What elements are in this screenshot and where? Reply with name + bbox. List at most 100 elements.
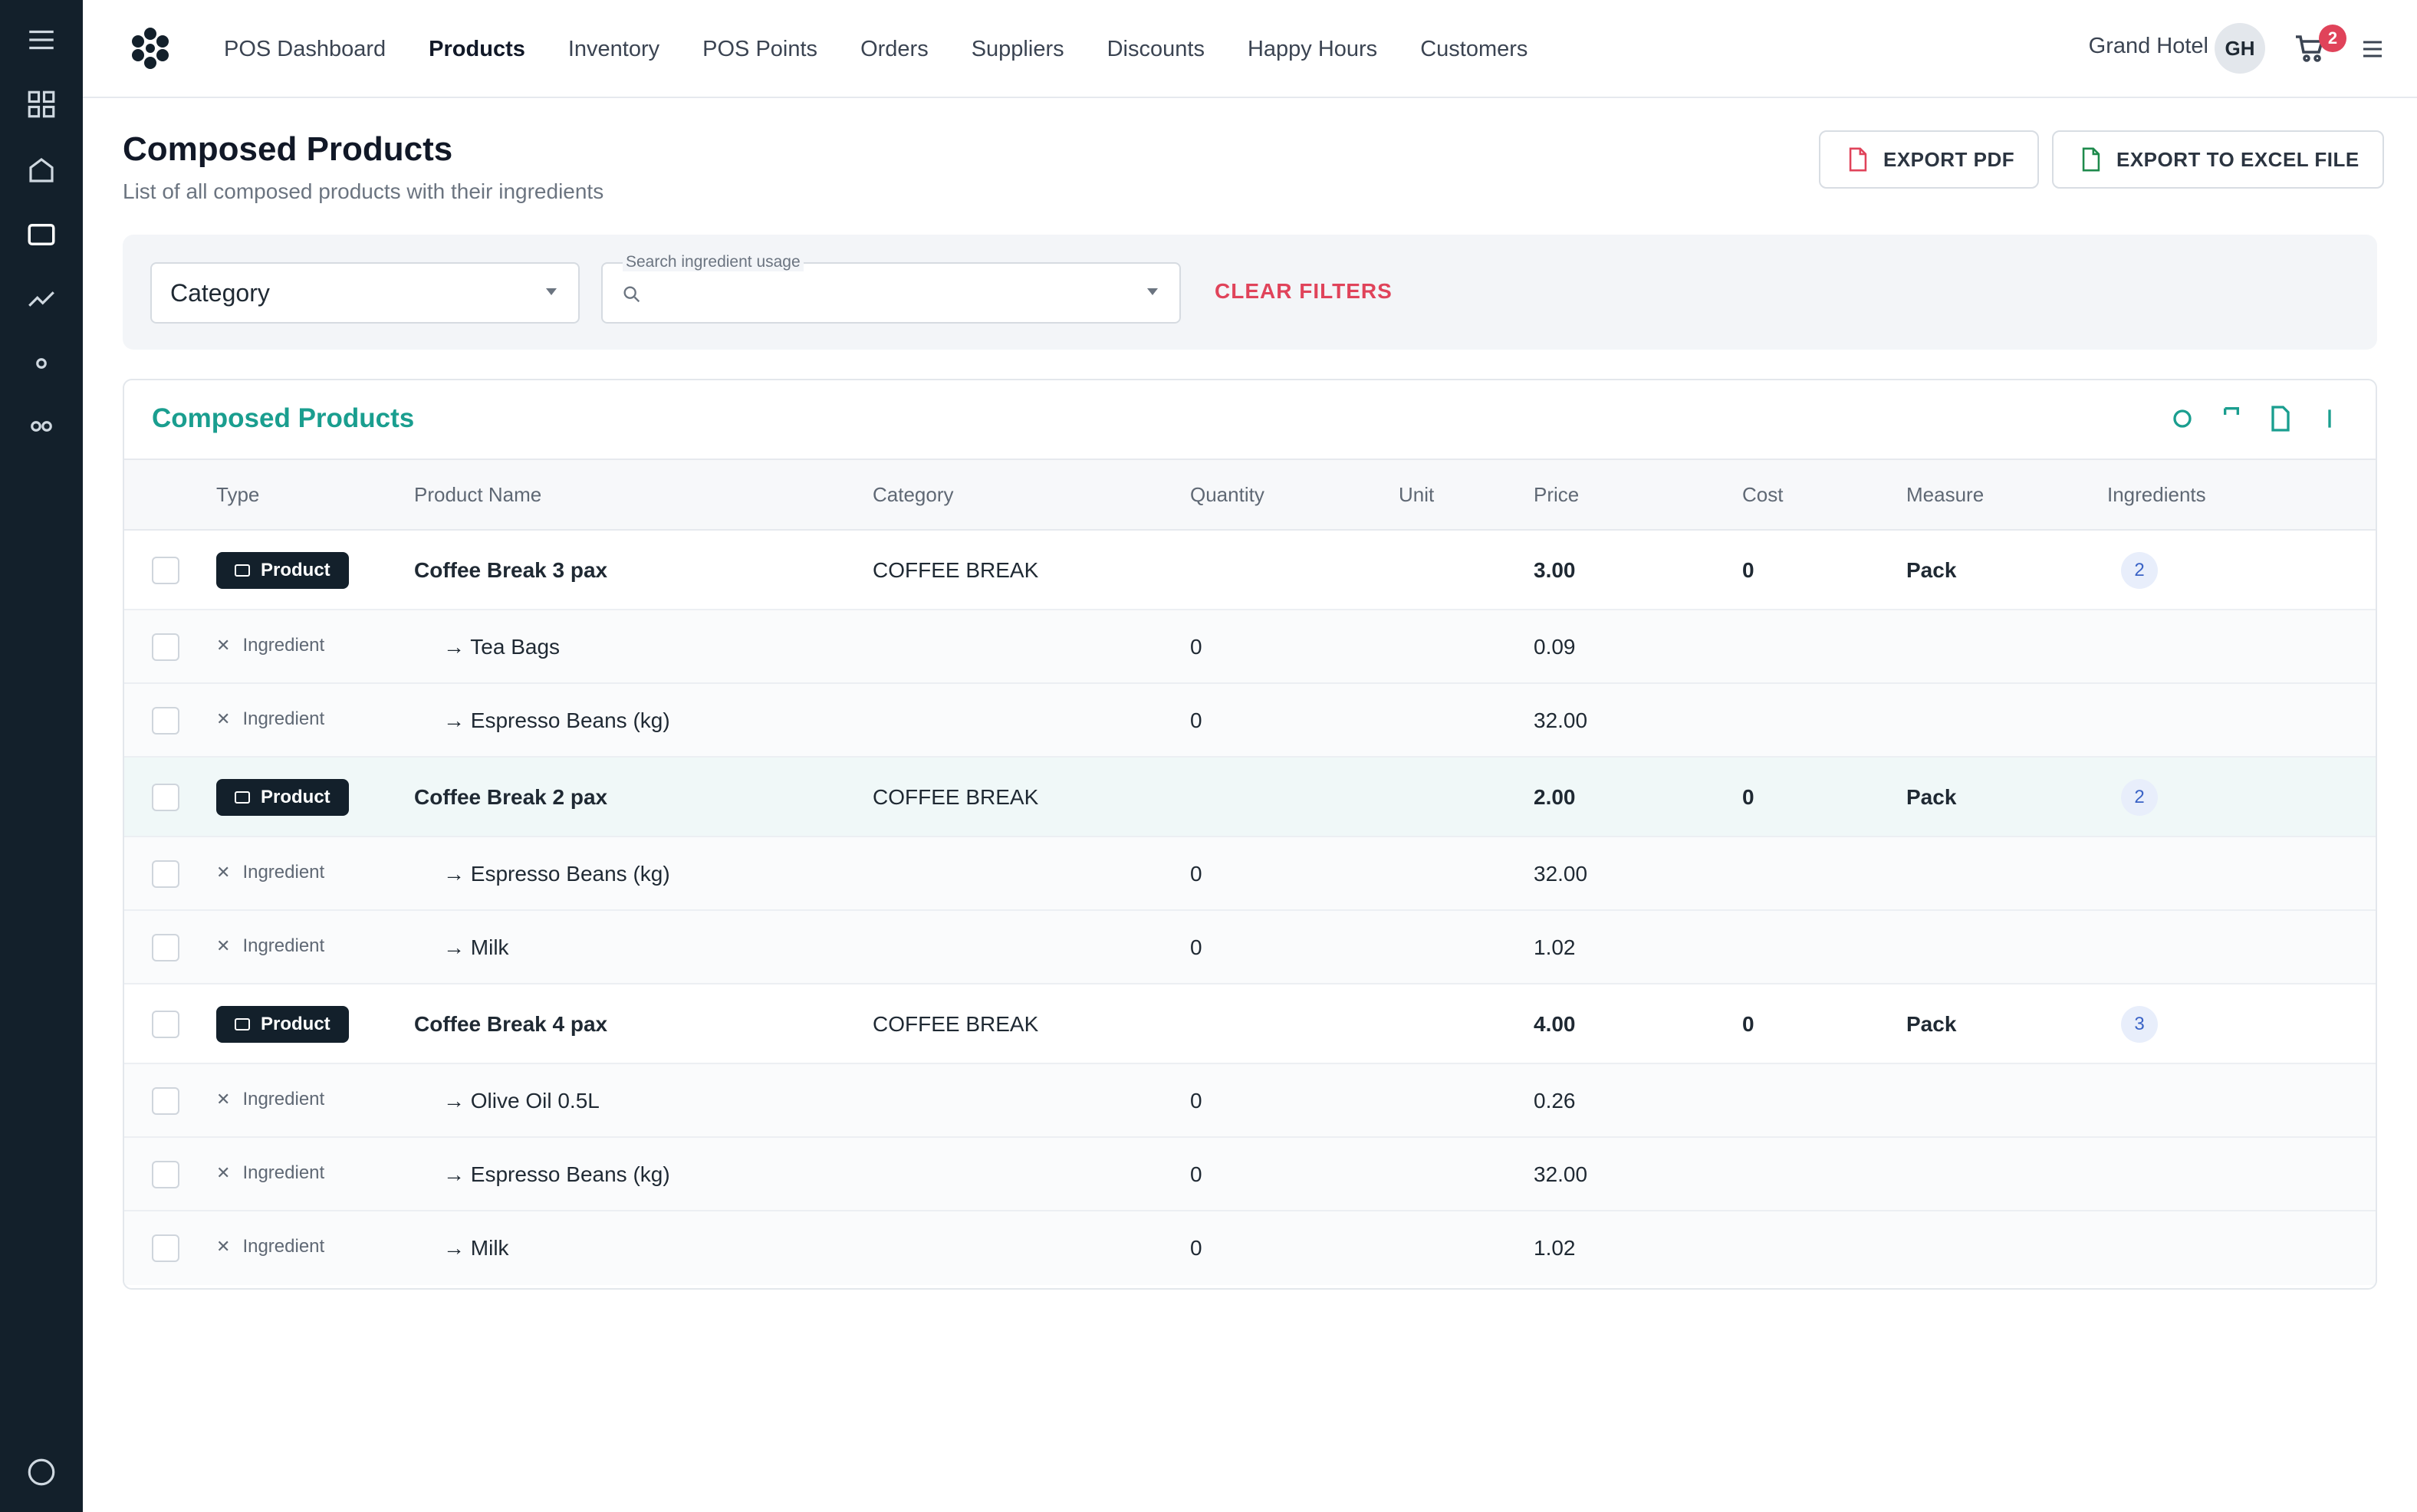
chart-icon[interactable]: [0, 278, 83, 320]
product-name: Coffee Break 3 pax: [414, 558, 608, 582]
products-icon[interactable]: [0, 213, 83, 256]
ingredient-name: → Milk: [443, 935, 509, 959]
bookmark-icon[interactable]: [2216, 403, 2247, 434]
column-header-category[interactable]: Category: [873, 483, 954, 506]
row-checkbox[interactable]: [152, 860, 179, 888]
column-header-unit[interactable]: Unit: [1399, 483, 1435, 506]
table-row[interactable]: ✕ Ingredient → Milk 0 1.02: [124, 1211, 2376, 1285]
product-cost: 0: [1742, 558, 1754, 582]
column-header-ingredients[interactable]: Ingredients: [2107, 483, 2206, 506]
product-category: COFFEE BREAK: [873, 558, 1039, 582]
ingredients-count-badge[interactable]: 2: [2121, 779, 2158, 816]
column-header-quantity[interactable]: Quantity: [1190, 483, 1264, 506]
table-row[interactable]: ✕ Ingredient → Olive Oil 0.5L 0 0.26: [124, 1064, 2376, 1138]
nav-products[interactable]: Products: [429, 36, 525, 61]
main-nav: POS Dashboard Products Inventory POS Poi…: [224, 0, 1570, 98]
ingredient-name: → Olive Oil 0.5L: [443, 1089, 600, 1113]
cart-badge: 2: [2319, 25, 2346, 52]
logo-icon[interactable]: [126, 23, 175, 72]
row-checkbox[interactable]: [152, 784, 179, 811]
table-title: Composed Products: [152, 403, 415, 433]
menu-icon[interactable]: [0, 18, 83, 61]
table-tools: [2149, 403, 2345, 434]
nav-discounts[interactable]: Discounts: [1107, 36, 1205, 61]
product-category: COFFEE BREAK: [873, 1012, 1039, 1036]
column-header-cost[interactable]: Cost: [1742, 483, 1784, 506]
table-row[interactable]: Product Coffee Break 2 pax COFFEE BREAK …: [124, 758, 2376, 837]
page-subtitle: List of all composed products with their…: [123, 179, 604, 203]
row-checkbox[interactable]: [152, 1234, 179, 1262]
export-excel-button[interactable]: EXPORT TO EXCEL FILE: [2052, 130, 2384, 189]
page-title: Composed Products: [123, 130, 453, 168]
ingredient-price: 1.02: [1534, 1236, 1576, 1260]
table-row[interactable]: Product Coffee Break 4 pax COFFEE BREAK …: [124, 984, 2376, 1064]
ingredient-name: → Espresso Beans (kg): [443, 1162, 670, 1186]
grid-icon[interactable]: [0, 83, 83, 126]
row-checkbox[interactable]: [152, 633, 179, 661]
ingredient-quantity: 0: [1190, 708, 1202, 732]
nav-orders[interactable]: Orders: [860, 36, 929, 61]
column-header-product-name[interactable]: Product Name: [414, 483, 542, 506]
row-checkbox[interactable]: [152, 1011, 179, 1038]
type-badge-product: Product: [216, 1006, 349, 1043]
hamburger-icon[interactable]: [2359, 35, 2386, 63]
ingredient-quantity: 0: [1190, 1089, 1202, 1113]
column-header-price[interactable]: Price: [1534, 483, 1580, 506]
nav-happy-hours[interactable]: Happy Hours: [1247, 36, 1378, 61]
nav-suppliers[interactable]: Suppliers: [971, 36, 1064, 61]
row-checkbox[interactable]: [152, 934, 179, 961]
top-bar: POS Dashboard Products Inventory POS Poi…: [83, 0, 2417, 98]
table-row[interactable]: ✕ Ingredient → Espresso Beans (kg) 0 32.0…: [124, 684, 2376, 758]
composed-products-table: Composed Products Type Product Name Cate…: [123, 379, 2377, 1290]
type-ingredient: ✕ Ingredient: [216, 708, 325, 729]
type-ingredient: ✕ Ingredient: [216, 862, 325, 883]
table-row[interactable]: ✕ Ingredient → Tea Bags 0 0.09: [124, 610, 2376, 684]
ingredients-count-badge[interactable]: 2: [2121, 552, 2158, 589]
cart-icon[interactable]: [2291, 29, 2328, 66]
ingredient-price: 0.09: [1534, 635, 1576, 659]
type-ingredient: ✕ Ingredient: [216, 1236, 325, 1257]
filter-bar: Category Search ingredient usage CLEAR F…: [123, 235, 2377, 350]
product-price: 4.00: [1534, 1012, 1576, 1036]
link-icon[interactable]: [0, 405, 83, 448]
nav-inventory[interactable]: Inventory: [567, 36, 660, 61]
ingredient-search-input[interactable]: Search ingredient usage: [601, 253, 1181, 324]
close-icon: ✕: [216, 1090, 231, 1109]
export-pdf-button[interactable]: EXPORT PDF: [1819, 130, 2040, 189]
excel-file-icon: [2082, 147, 2100, 172]
avatar[interactable]: GH: [2215, 23, 2265, 74]
pdf-file-icon: [1849, 147, 1867, 172]
column-header-type[interactable]: Type: [216, 483, 260, 506]
row-checkbox[interactable]: [152, 557, 179, 584]
home-icon[interactable]: [0, 149, 83, 192]
ingredient-price: 32.00: [1534, 708, 1588, 732]
type-ingredient: ✕ Ingredient: [216, 1089, 325, 1109]
refresh-icon[interactable]: [2167, 403, 2198, 434]
row-checkbox[interactable]: [152, 1087, 179, 1115]
nav-pos-dashboard[interactable]: POS Dashboard: [224, 36, 386, 61]
file-icon[interactable]: [2265, 403, 2296, 434]
hotel-name[interactable]: Grand Hotel: [2088, 34, 2208, 58]
more-icon[interactable]: [2314, 403, 2345, 434]
table-row[interactable]: ✕ Ingredient → Espresso Beans (kg) 0 32.0…: [124, 1138, 2376, 1211]
row-checkbox[interactable]: [152, 1161, 179, 1188]
table-row[interactable]: ✕ Ingredient → Milk 0 1.02: [124, 911, 2376, 984]
ingredient-quantity: 0: [1190, 1236, 1202, 1260]
type-ingredient: ✕ Ingredient: [216, 935, 325, 956]
export-excel-label: EXPORT TO EXCEL FILE: [2116, 147, 2359, 171]
ingredients-count-badge[interactable]: 3: [2121, 1006, 2158, 1043]
dot-icon[interactable]: [0, 342, 83, 385]
nav-customers[interactable]: Customers: [1420, 36, 1528, 61]
clear-filters-button[interactable]: CLEAR FILTERS: [1215, 279, 1393, 303]
category-select[interactable]: Category: [150, 262, 580, 324]
table-row[interactable]: ✕ Ingredient → Espresso Beans (kg) 0 32.0…: [124, 837, 2376, 911]
product-measure: Pack: [1906, 785, 1957, 809]
ingredient-price: 32.00: [1534, 1162, 1588, 1186]
category-select-value: Category: [170, 279, 270, 307]
column-header-measure[interactable]: Measure: [1906, 483, 1985, 506]
row-checkbox[interactable]: [152, 707, 179, 735]
nav-pos-points[interactable]: POS Points: [702, 36, 818, 61]
circle-icon[interactable]: [0, 1451, 83, 1494]
table-row[interactable]: Product Coffee Break 3 pax COFFEE BREAK …: [124, 531, 2376, 610]
close-icon: ✕: [216, 936, 231, 955]
